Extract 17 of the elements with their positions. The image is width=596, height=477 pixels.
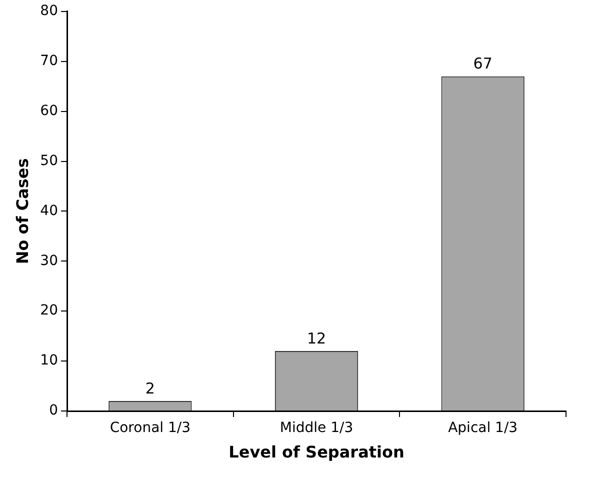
data-label: 12	[306, 329, 326, 348]
x-tick-label: Middle 1/3	[280, 420, 354, 436]
y-axis-title: No of Cases	[12, 158, 32, 264]
data-label: 2	[145, 379, 155, 398]
y-tick-label: 40	[40, 202, 58, 219]
y-tick-label: 60	[40, 102, 58, 119]
y-tick-label: 70	[40, 52, 58, 69]
y-tick-label: 50	[40, 152, 58, 169]
x-tick-label: Apical 1/3	[448, 420, 518, 436]
data-label: 67	[473, 54, 492, 73]
y-tick-label: 20	[40, 302, 58, 319]
x-axis-title: Level of Separation	[228, 442, 404, 462]
x-tick-label: Coronal 1/3	[110, 420, 191, 436]
y-tick-label: 0	[49, 402, 58, 419]
y-tick-label: 80	[40, 3, 58, 20]
y-tick-label: 30	[40, 252, 58, 269]
y-tick-label: 10	[40, 352, 58, 369]
